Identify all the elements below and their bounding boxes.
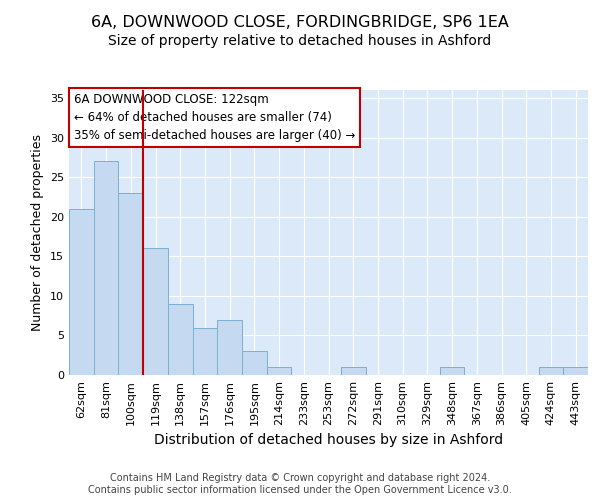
Y-axis label: Number of detached properties: Number of detached properties bbox=[31, 134, 44, 331]
Bar bbox=[143, 248, 168, 375]
Bar bbox=[539, 367, 563, 375]
Bar bbox=[168, 304, 193, 375]
X-axis label: Distribution of detached houses by size in Ashford: Distribution of detached houses by size … bbox=[154, 434, 503, 448]
Bar bbox=[69, 209, 94, 375]
Bar bbox=[94, 161, 118, 375]
Bar bbox=[118, 193, 143, 375]
Bar bbox=[217, 320, 242, 375]
Text: 6A, DOWNWOOD CLOSE, FORDINGBRIDGE, SP6 1EA: 6A, DOWNWOOD CLOSE, FORDINGBRIDGE, SP6 1… bbox=[91, 15, 509, 30]
Bar bbox=[193, 328, 217, 375]
Bar bbox=[440, 367, 464, 375]
Bar bbox=[242, 351, 267, 375]
Text: 6A DOWNWOOD CLOSE: 122sqm
← 64% of detached houses are smaller (74)
35% of semi-: 6A DOWNWOOD CLOSE: 122sqm ← 64% of detac… bbox=[74, 93, 356, 142]
Bar bbox=[563, 367, 588, 375]
Text: Size of property relative to detached houses in Ashford: Size of property relative to detached ho… bbox=[109, 34, 491, 48]
Bar bbox=[341, 367, 365, 375]
Text: Contains HM Land Registry data © Crown copyright and database right 2024.
Contai: Contains HM Land Registry data © Crown c… bbox=[88, 474, 512, 495]
Bar bbox=[267, 367, 292, 375]
